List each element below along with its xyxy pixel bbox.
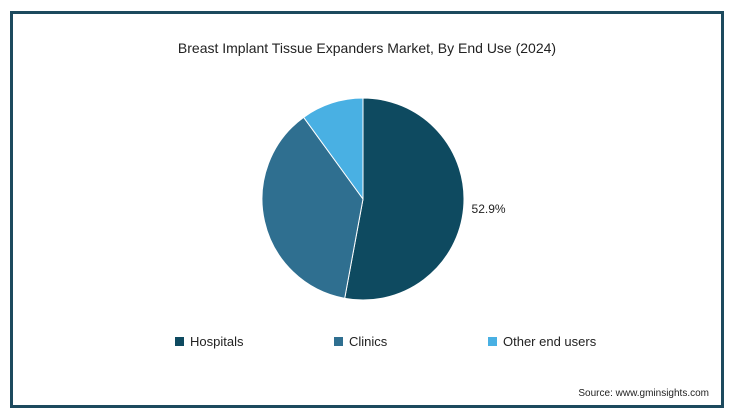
- pie-slice-hospitals: [344, 97, 465, 301]
- chart-legend: Hospitals Clinics Other end users: [13, 334, 721, 354]
- legend-item-clinics: Clinics: [334, 334, 387, 349]
- legend-item-hospitals: Hospitals: [175, 334, 243, 349]
- pie-slice-other-end-users: [302, 97, 364, 201]
- pie-chart: 52.9%: [261, 97, 506, 301]
- pie-slices: [261, 97, 465, 301]
- legend-swatch-other-end-users: [488, 337, 497, 346]
- chart-frame: Breast Implant Tissue Expanders Market, …: [10, 11, 724, 408]
- legend-label-clinics: Clinics: [349, 334, 388, 349]
- chart-title: Breast Implant Tissue Expanders Market, …: [177, 40, 557, 56]
- legend-label-other-end-users: Other end users: [503, 334, 597, 349]
- source-note: Source: www.gminsights.com: [578, 388, 709, 399]
- pie-slice-clinics: [261, 116, 364, 299]
- legend-label-hospitals: Hospitals: [190, 334, 244, 349]
- legend-item-other-end-users: Other end users: [488, 334, 596, 349]
- pie-data-label: 52.9%: [472, 202, 506, 216]
- legend-swatch-hospitals: [175, 337, 184, 346]
- pie-data-labels: 52.9%: [472, 202, 506, 216]
- legend-swatch-clinics: [334, 337, 343, 346]
